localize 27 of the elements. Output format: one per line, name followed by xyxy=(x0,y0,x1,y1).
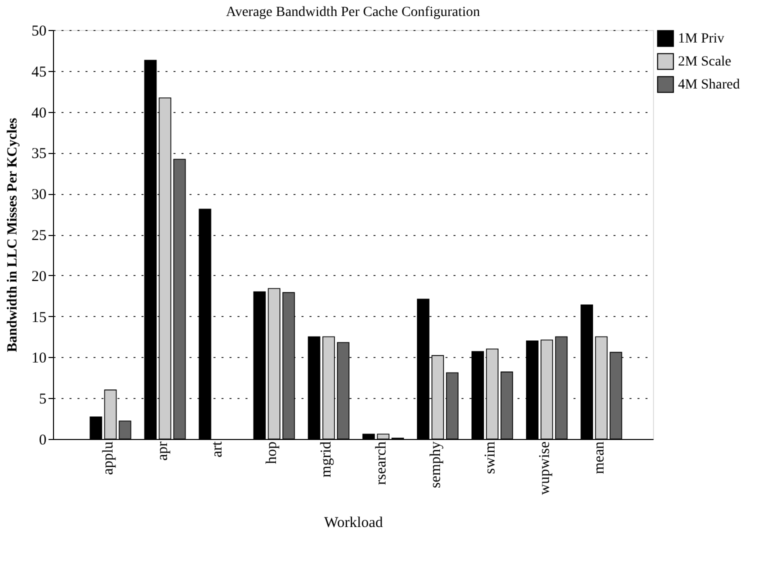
chart-title: Average Bandwidth Per Cache Configuration xyxy=(226,5,480,20)
legend-label: 4M Shared xyxy=(678,78,740,92)
x-tick-label: mgrid xyxy=(318,441,335,478)
y-tick-label: 25 xyxy=(32,228,46,244)
y-tick-label: 15 xyxy=(32,310,46,326)
y-tick-label: 0 xyxy=(39,432,46,448)
y-tick-label: 10 xyxy=(32,350,46,367)
x-tick-label: semphy xyxy=(428,441,444,488)
y-tick-label: 20 xyxy=(32,268,46,285)
y-tick-label: 35 xyxy=(32,146,46,162)
y-tick-label: 5 xyxy=(39,392,46,408)
y-tick-label: 40 xyxy=(32,105,46,122)
x-tick-label: applu xyxy=(100,441,117,475)
y-tick-label: 45 xyxy=(32,64,46,80)
x-tick-label: art xyxy=(210,440,226,458)
legend-label: 2M Scale xyxy=(678,54,732,70)
legend-label: 1M Priv xyxy=(678,32,724,46)
y-axis-title: Bandwidth in LLC Misses Per KCycles xyxy=(6,117,20,352)
x-tick-label: mean xyxy=(591,441,608,474)
y-tick-label: 50 xyxy=(32,24,46,40)
x-tick-label: hop xyxy=(264,442,280,464)
x-tick-label: apr xyxy=(155,442,172,461)
x-tick-label: wupwise xyxy=(536,441,553,495)
x-tick-label: swim xyxy=(482,441,498,474)
x-axis-title: Workload xyxy=(324,514,384,531)
y-tick-label: 30 xyxy=(32,187,46,204)
x-tick-label: rsearch xyxy=(373,441,390,485)
